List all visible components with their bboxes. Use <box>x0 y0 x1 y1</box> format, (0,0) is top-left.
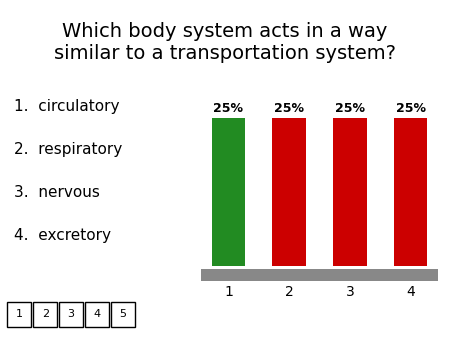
Text: 2.  respiratory: 2. respiratory <box>14 142 122 157</box>
Text: 25%: 25% <box>213 102 243 115</box>
FancyBboxPatch shape <box>201 269 438 281</box>
Text: 4.  excretory: 4. excretory <box>14 228 111 243</box>
Bar <box>85 302 109 327</box>
Bar <box>111 302 135 327</box>
Bar <box>394 118 428 266</box>
Bar <box>59 302 83 327</box>
Text: 2: 2 <box>42 309 49 319</box>
Text: 25%: 25% <box>335 102 365 115</box>
Text: Which body system acts in a way
similar to a transportation system?: Which body system acts in a way similar … <box>54 22 396 63</box>
Text: 1: 1 <box>16 309 23 319</box>
Bar <box>7 302 31 327</box>
Bar <box>272 118 306 266</box>
Text: 5: 5 <box>120 309 126 319</box>
Bar <box>33 302 57 327</box>
Text: 25%: 25% <box>396 102 426 115</box>
Text: 4: 4 <box>94 309 101 319</box>
Text: 1.  circulatory: 1. circulatory <box>14 99 119 114</box>
Text: 3.  nervous: 3. nervous <box>14 185 99 200</box>
Bar <box>212 118 245 266</box>
Text: 3: 3 <box>68 309 75 319</box>
Bar <box>333 118 367 266</box>
Text: 25%: 25% <box>274 102 304 115</box>
